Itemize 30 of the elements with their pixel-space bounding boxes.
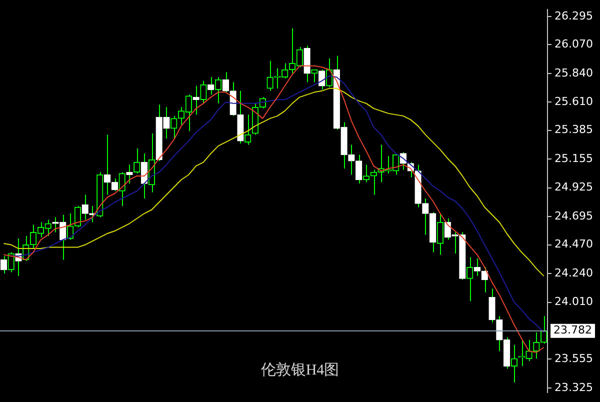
y-tick-label: 25.385 bbox=[554, 123, 594, 136]
y-tick-label: 24.240 bbox=[554, 266, 594, 280]
candlestick bbox=[66, 213, 74, 240]
candlestick bbox=[170, 115, 178, 139]
candlestick bbox=[74, 206, 82, 228]
y-tick-label: 24.925 bbox=[554, 180, 594, 194]
candlestick bbox=[200, 80, 207, 104]
candlestick bbox=[134, 148, 140, 174]
candlestick bbox=[8, 252, 14, 273]
ref-line-label: 23.782 bbox=[554, 324, 592, 337]
y-tick-label: 25.610 bbox=[554, 95, 594, 108]
y-tick-label: 25.155 bbox=[554, 152, 594, 165]
y-tick-label: 25.840 bbox=[554, 66, 594, 80]
candlestick bbox=[481, 266, 488, 293]
candlestick bbox=[244, 114, 252, 146]
y-tick-label: 24.695 bbox=[554, 209, 594, 222]
candlestick bbox=[118, 172, 126, 207]
candlestick bbox=[214, 76, 222, 104]
candlestick bbox=[510, 344, 518, 383]
candlestick bbox=[436, 213, 444, 256]
text: 伦敦银H4图 bbox=[260, 361, 340, 378]
y-tick-label: 24.470 bbox=[554, 238, 594, 251]
candlestick bbox=[466, 256, 474, 302]
candlestick bbox=[362, 164, 370, 183]
candlestick bbox=[422, 198, 429, 236]
y-tick-label: 23.555 bbox=[554, 352, 594, 366]
y-tick-label: 24.010 bbox=[554, 295, 594, 308]
y-tick-label: 23.325 bbox=[554, 380, 594, 394]
y-tick-label: 26.070 bbox=[554, 37, 594, 50]
y-tick-label: 26.295 bbox=[554, 9, 594, 22]
